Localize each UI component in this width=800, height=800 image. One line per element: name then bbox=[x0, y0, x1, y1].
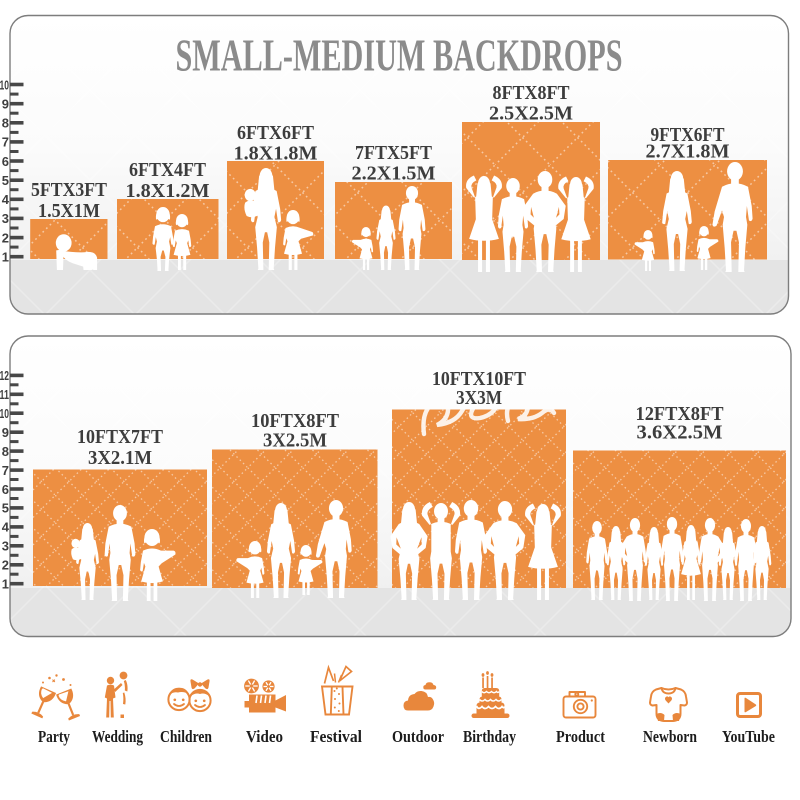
svg-text:1: 1 bbox=[2, 250, 9, 265]
svg-text:4: 4 bbox=[2, 192, 10, 207]
svg-text:10: 10 bbox=[0, 406, 9, 421]
svg-text:6FTX4FT: 6FTX4FT bbox=[129, 159, 206, 181]
svg-text:10FTX10FT: 10FTX10FT bbox=[432, 368, 526, 390]
svg-text:3X3M: 3X3M bbox=[456, 387, 502, 409]
svg-text:YouTube: YouTube bbox=[722, 727, 775, 746]
svg-text:Children: Children bbox=[160, 727, 212, 746]
svg-text:Party: Party bbox=[38, 727, 70, 746]
svg-text:1.5X1M: 1.5X1M bbox=[38, 200, 100, 222]
svg-text:10FTX7FT: 10FTX7FT bbox=[77, 426, 163, 448]
svg-text:3.6X2.5M: 3.6X2.5M bbox=[637, 422, 723, 444]
svg-text:1: 1 bbox=[2, 577, 9, 592]
svg-text:10: 10 bbox=[0, 77, 9, 92]
svg-text:Newborn: Newborn bbox=[643, 727, 697, 746]
svg-text:12: 12 bbox=[0, 368, 9, 383]
svg-text:9FTX6FT: 9FTX6FT bbox=[651, 124, 725, 146]
svg-text:3X2.5M: 3X2.5M bbox=[263, 430, 327, 452]
svg-text:2.7X1.8M: 2.7X1.8M bbox=[646, 141, 730, 163]
svg-text:Product: Product bbox=[556, 727, 605, 746]
svg-text:7FTX5FT: 7FTX5FT bbox=[355, 142, 432, 164]
svg-text:3X2.1M: 3X2.1M bbox=[88, 447, 152, 469]
svg-text:5: 5 bbox=[2, 501, 9, 516]
svg-text:Outdoor: Outdoor bbox=[392, 727, 444, 746]
svg-text:7: 7 bbox=[2, 463, 9, 478]
svg-text:12FTX8FT: 12FTX8FT bbox=[636, 403, 724, 425]
svg-text:4: 4 bbox=[2, 520, 10, 535]
svg-text:10FTX8FT: 10FTX8FT bbox=[251, 410, 339, 432]
svg-text:2.5X2.5M: 2.5X2.5M bbox=[489, 103, 573, 125]
svg-text:2: 2 bbox=[2, 558, 9, 573]
svg-text:Festival: Festival bbox=[310, 727, 362, 746]
svg-text:5FTX3FT: 5FTX3FT bbox=[31, 179, 107, 201]
svg-text:5: 5 bbox=[2, 173, 9, 188]
svg-text:8FTX8FT: 8FTX8FT bbox=[493, 82, 570, 104]
svg-text:11: 11 bbox=[0, 387, 9, 402]
svg-text:9: 9 bbox=[2, 425, 9, 440]
svg-text:3: 3 bbox=[2, 539, 9, 554]
svg-text:SMALL-MEDIUM BACKDROPS: SMALL-MEDIUM BACKDROPS bbox=[176, 30, 623, 81]
svg-text:8: 8 bbox=[2, 116, 9, 131]
svg-text:6FTX6FT: 6FTX6FT bbox=[237, 122, 314, 144]
svg-text:Video: Video bbox=[246, 727, 283, 746]
svg-text:1.8X1.8M: 1.8X1.8M bbox=[234, 143, 318, 165]
svg-text:2.2X1.5M: 2.2X1.5M bbox=[352, 163, 436, 185]
svg-text:6: 6 bbox=[2, 154, 9, 169]
svg-text:7: 7 bbox=[2, 135, 9, 150]
svg-text:2: 2 bbox=[2, 230, 9, 245]
svg-text:9: 9 bbox=[2, 97, 9, 112]
svg-text:8: 8 bbox=[2, 444, 9, 459]
svg-text:Birthday: Birthday bbox=[463, 727, 516, 746]
svg-text:Wedding: Wedding bbox=[92, 727, 143, 746]
svg-text:6: 6 bbox=[2, 482, 9, 497]
svg-text:1.8X1.2M: 1.8X1.2M bbox=[126, 180, 210, 202]
svg-text:3: 3 bbox=[2, 211, 9, 226]
